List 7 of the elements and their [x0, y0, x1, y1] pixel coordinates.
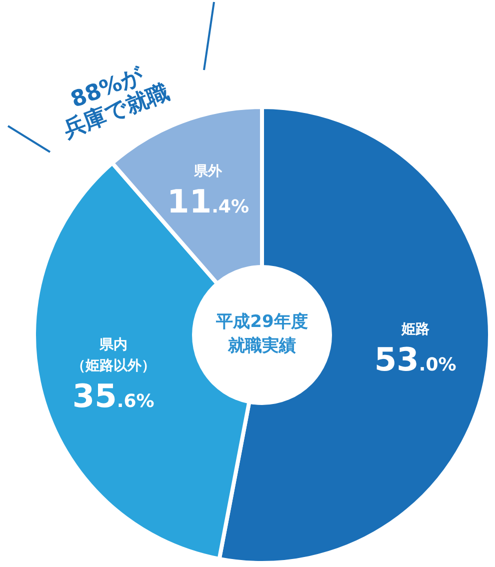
data-label: 53.0%: [373, 340, 458, 380]
text: 平成29年度就職実績: [215, 311, 309, 358]
data-label: 35.6%: [71, 376, 156, 416]
data-label: 11.4%: [166, 182, 250, 220]
slice-label: 県内（姫路以外）: [70, 336, 156, 376]
slice-label: 県外: [193, 162, 224, 182]
slice-label: 姫路: [400, 320, 430, 340]
